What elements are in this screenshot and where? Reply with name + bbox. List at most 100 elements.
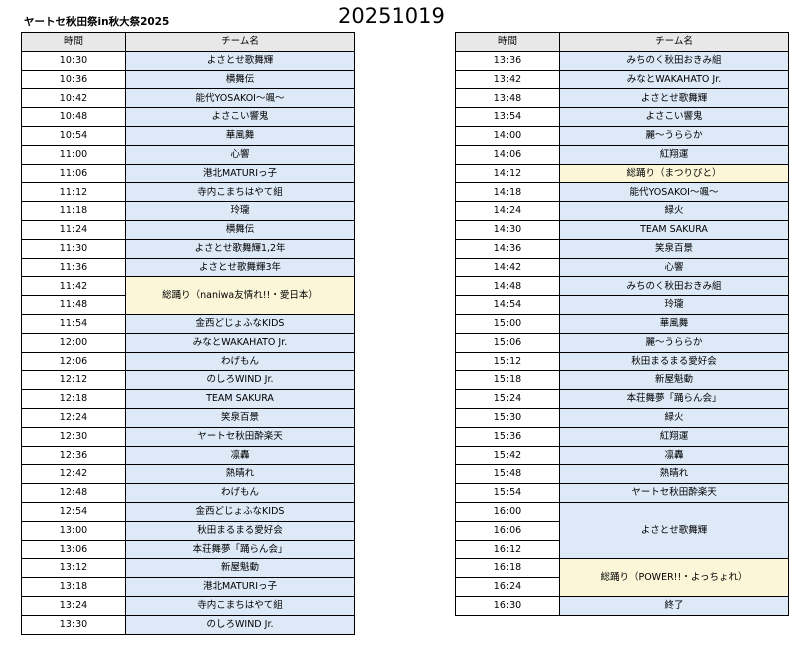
time-cell: 12:42 [21,464,126,485]
schedule-row: 14:00 麗～うららか [455,125,789,146]
schedule-row: 14:12 総踊り（まつりびと） [455,163,789,184]
time-cell: 12:00 [21,332,126,353]
time-cell: 14:24 [455,201,560,221]
time-cell: 15:06 [455,332,560,353]
group-dance-cell: 総踊り（POWER!!・よっちょれ） [559,558,789,597]
time-cell: 14:54 [455,295,560,315]
schedule-row: 15:48 熱晴れ [455,464,789,485]
team-cell: 凛轟 [125,445,355,466]
team-cell: よさとせ歌舞輝1,2年 [125,238,355,259]
team-cell: 秋田まるまる愛好会 [125,520,355,541]
schedule-row: 11:54 金西どじょふなKIDS [21,313,355,334]
schedule-row: 10:42 能代YOSAKOI～颯～ [21,88,355,109]
time-cell: 13:36 [455,50,560,71]
time-cell: 10:54 [21,125,126,146]
schedule-row: 12:42 熱晴れ [21,464,355,485]
group-dance-cell: 総踊り（naniwa友情れ!!・愛日本） [125,276,355,315]
team-cell: ヤートセ秋田酔楽天 [125,426,355,447]
time-cell: 15:12 [455,351,560,372]
team-cell: わげもん [125,483,355,503]
time-cell: 13:30 [21,614,126,635]
time-cell: 10:42 [21,88,126,109]
team-cell: みちのく秋田おきみ組 [559,50,789,71]
team-cell: 秋田まるまる愛好会 [559,351,789,372]
time-cell: 13:54 [455,107,560,127]
team-cell: よさとせ歌舞輝 [559,88,789,109]
schedule-row: 13:24 寺内こまちはやて組 [21,595,355,616]
schedule-row: 11:30 よさとせ歌舞輝1,2年 [21,238,355,259]
team-cell: 寺内こまちはやて組 [125,182,355,203]
time-cell: 15:42 [455,445,560,466]
time-cell: 10:48 [21,107,126,127]
team-cell: 本荘舞夢「踊らん会」 [559,389,789,409]
schedule-row: 11:48 [21,295,355,315]
schedule-row: 11:36 よさとせ歌舞輝3年 [21,257,355,278]
time-cell: 13:24 [21,595,126,616]
team-cell: 緑火 [559,407,789,428]
team-cell: 笑泉百景 [125,407,355,428]
team-cell: 能代YOSAKOI～颯～ [125,88,355,109]
schedule-row: 11:06 港北MATURIっ子 [21,163,355,184]
schedule-row: 14:30 TEAM SAKURA [455,219,789,240]
team-cell: 能代YOSAKOI～颯～ [559,182,789,203]
schedule-row: 12:12 のしろWIND Jr. [21,370,355,391]
time-cell: 15:54 [455,483,560,503]
schedule-row: 13:30 のしろWIND Jr. [21,614,355,635]
time-cell: 16:00 [455,501,560,522]
schedule-row: 12:30 ヤートセ秋田酔楽天 [21,426,355,447]
time-cell: 14:00 [455,125,560,146]
time-cell: 16:12 [455,539,560,560]
schedule-table-right: 時間 チーム名 13:36 みちのく秋田おきみ組 13:42 みなとWAKAHATO … [455,32,789,616]
time-cell: 14:42 [455,257,560,278]
time-cell: 12:12 [21,370,126,391]
team-cell: 本荘舞夢「踊らん会」 [125,539,355,560]
time-column-header: 時間 [21,32,126,52]
time-cell: 12:30 [21,426,126,447]
time-cell: 16:24 [455,577,560,597]
schedule-row: 14:18 能代YOSAKOI～颯～ [455,182,789,203]
schedule-row: 13:42 みなとWAKAHATO Jr. [455,69,789,90]
time-column-header: 時間 [455,32,560,52]
schedule-row: 12:06 わげもん [21,351,355,372]
schedule-row: 16:30 終了 [455,595,789,616]
time-cell: 13:12 [21,558,126,579]
schedule-row: 14:48 みちのく秋田おきみ組 [455,276,789,297]
time-cell: 13:48 [455,88,560,109]
schedule-row: 11:42 総踊り（naniwa友情れ!!・愛日本） [21,276,355,315]
schedule-row: 15:00 華風舞 [455,313,789,334]
schedule-row: 11:24 横舞伝 [21,219,355,240]
time-cell: 15:36 [455,426,560,447]
schedule-row: 15:18 新屋魁動 [455,370,789,391]
time-cell: 12:36 [21,445,126,466]
time-cell: 14:12 [455,163,560,184]
schedule-row: 11:00 心響 [21,144,355,165]
time-cell: 12:48 [21,483,126,503]
schedule-row: 12:54 金西どじょふなKIDS [21,501,355,522]
event-date: 20251019 [338,4,445,28]
team-cell: 華風舞 [559,313,789,334]
team-cell: 華風舞 [125,125,355,146]
team-cell: 横舞伝 [125,69,355,90]
schedule-row: 14:42 心響 [455,257,789,278]
time-cell: 12:06 [21,351,126,372]
team-cell: 熱晴れ [559,464,789,485]
team-cell: 紅翔運 [559,144,789,165]
time-cell: 14:18 [455,182,560,203]
schedule-row: 13:18 港北MATURIっ子 [21,577,355,597]
team-cell: よさとせ歌舞輝 [125,50,355,71]
team-cell: 玲瓏 [559,295,789,315]
time-cell: 12:24 [21,407,126,428]
schedule-row: 12:18 TEAM SAKURA [21,389,355,409]
schedule-row: 14:06 紅翔運 [455,144,789,165]
schedule-row: 13:48 よさとせ歌舞輝 [455,88,789,109]
schedule-row: 11:12 寺内こまちはやて組 [21,182,355,203]
team-column-header: チーム名 [125,32,355,52]
schedule-row: 10:36 横舞伝 [21,69,355,90]
schedule-row: 15:06 麗～うららか [455,332,789,353]
team-cell: 紅翔運 [559,426,789,447]
schedule-row: 13:54 よさこい響鬼 [455,107,789,127]
time-cell: 11:42 [21,276,126,297]
schedule-row: 11:18 玲瓏 [21,201,355,221]
schedule-row: 13:36 みちのく秋田おきみ組 [455,50,789,71]
team-cell: 凛轟 [559,445,789,466]
